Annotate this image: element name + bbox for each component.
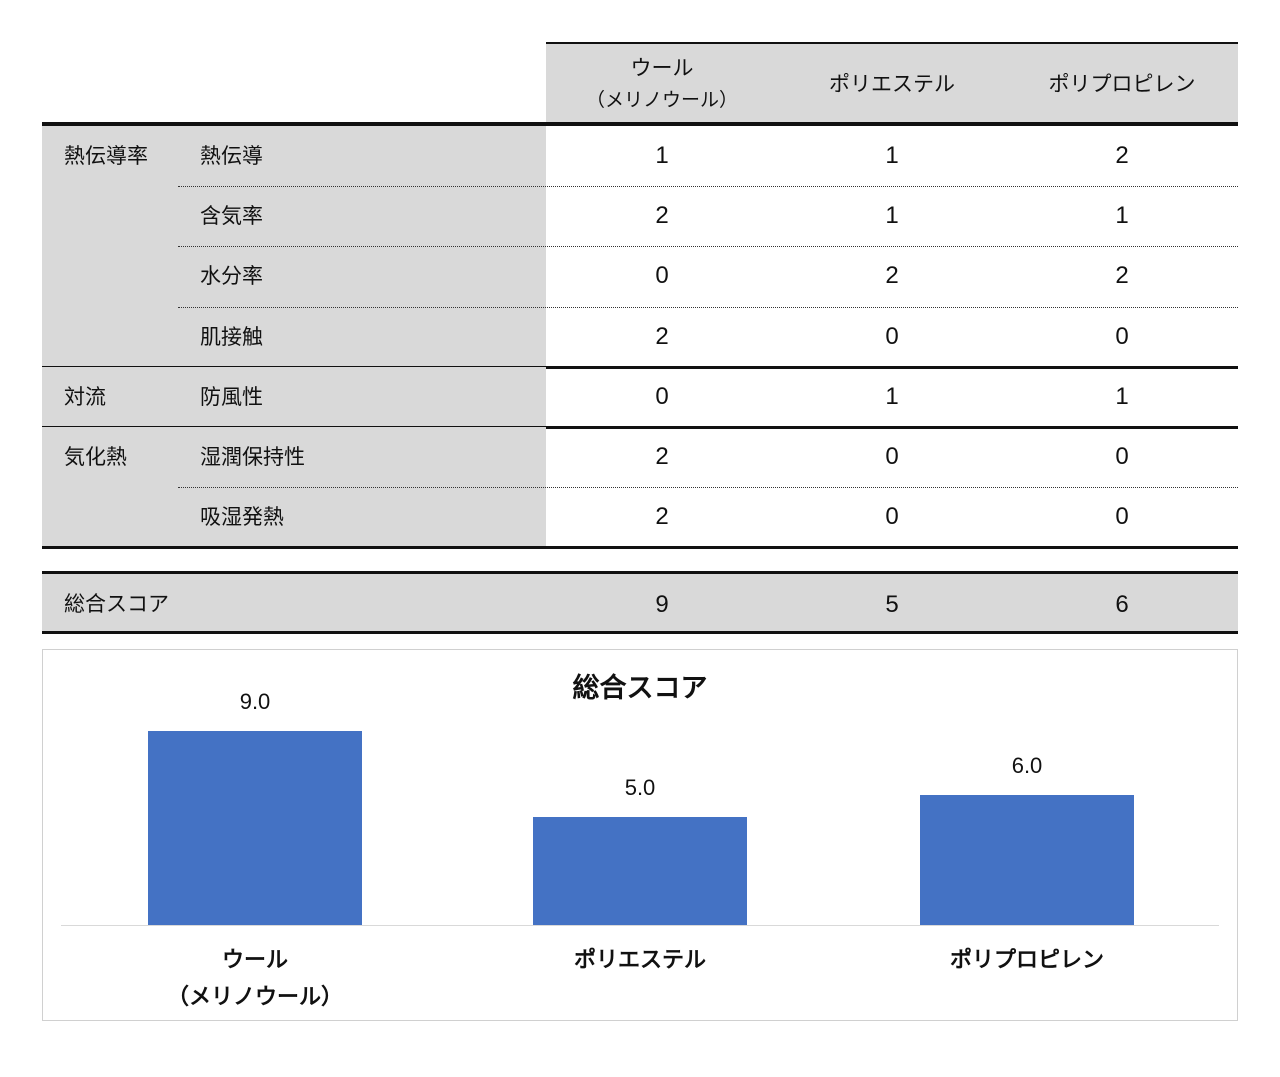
column-header: ポリエステル (777, 68, 1007, 100)
bar (533, 817, 747, 925)
row-label: 肌接触 (200, 324, 263, 349)
cell-value: 0 (1115, 443, 1129, 470)
chart-title: 総合スコア (572, 673, 708, 704)
row-label: 湿潤保持性 (200, 445, 305, 469)
rule (42, 122, 1238, 126)
cell-value: 2 (1115, 262, 1129, 290)
cell-value: 1 (1115, 202, 1129, 230)
cell-value: 0 (655, 262, 669, 290)
row-divider (178, 186, 1238, 188)
cell-value: 0 (1115, 322, 1129, 350)
column-header-line1: ポリプロピレン (1048, 72, 1196, 96)
data-label: 5.0 (624, 775, 656, 800)
cell-value: 0 (885, 443, 899, 470)
bar (920, 795, 1134, 925)
total-value: 5 (885, 591, 899, 618)
chart-baseline (61, 925, 1219, 926)
cell-value: 2 (1115, 142, 1129, 169)
header-background (546, 42, 1238, 124)
cell-value: 2 (885, 262, 899, 290)
cell-value: 0 (885, 322, 899, 350)
category-label: ポリプロピレン (877, 942, 1177, 979)
group-label: 気化熱 (64, 445, 127, 469)
data-label: 9.0 (239, 688, 271, 714)
group-background (42, 366, 546, 427)
bar (148, 730, 362, 925)
group-rule (42, 426, 1238, 429)
cell-value: 1 (885, 202, 899, 230)
row-divider (178, 246, 1238, 248)
total-value: 9 (655, 591, 669, 618)
cell-value: 0 (1115, 503, 1129, 531)
row-label: 熱伝導 (200, 144, 263, 168)
column-header: ポリプロピレン (1007, 68, 1237, 100)
cell-value: 0 (885, 503, 899, 531)
row-divider (178, 306, 1238, 308)
group-label: 対流 (64, 384, 106, 409)
data-label: 6.0 (1011, 753, 1043, 779)
total-top-rule (42, 571, 1238, 574)
cell-value: 2 (655, 322, 669, 350)
row-label: 水分率 (200, 264, 263, 289)
group-rule (42, 365, 1238, 369)
cell-value: 1 (655, 142, 669, 169)
category-label: ウール （メリノウール） (105, 942, 405, 1016)
row-divider (178, 487, 1238, 489)
header-top-rule (546, 42, 1238, 44)
cell-value: 2 (655, 202, 669, 230)
row-label: 含気率 (200, 204, 263, 229)
total-label: 総合スコア (64, 592, 169, 616)
category-label-line: ポリプロピレン (949, 948, 1104, 973)
cell-value: 0 (655, 382, 669, 410)
category-label-line: ウール (221, 948, 288, 973)
column-header-line1: ポリエステル (829, 72, 955, 96)
cell-value: 1 (1115, 382, 1129, 410)
cell-value: 2 (655, 443, 669, 470)
category-label-line: （メリノウール） (166, 985, 343, 1010)
total-bottom-rule (42, 631, 1238, 634)
total-row-background (42, 574, 1238, 631)
cell-value: 1 (885, 142, 899, 169)
total-score-chart: 総合スコア 9.0 ウール （メリノウール） 5.0 ポリエステル 6.0 ポリプロピレン (42, 649, 1238, 1021)
cell-value: 2 (655, 503, 669, 531)
cell-value: 1 (885, 382, 899, 410)
row-label: 吸湿発熱 (200, 505, 284, 530)
total-value: 6 (1115, 591, 1129, 618)
column-header-line1: ウール (630, 56, 694, 80)
column-header-line2: （メリノウール） (585, 89, 738, 111)
category-label: ポリエステル (490, 942, 790, 979)
group-rule (42, 546, 1238, 550)
column-header: ウール （メリノウール） (547, 52, 777, 116)
category-label-line: ポリエステル (573, 948, 706, 973)
group-label: 熱伝導率 (64, 144, 148, 168)
row-label: 防風性 (200, 384, 263, 409)
